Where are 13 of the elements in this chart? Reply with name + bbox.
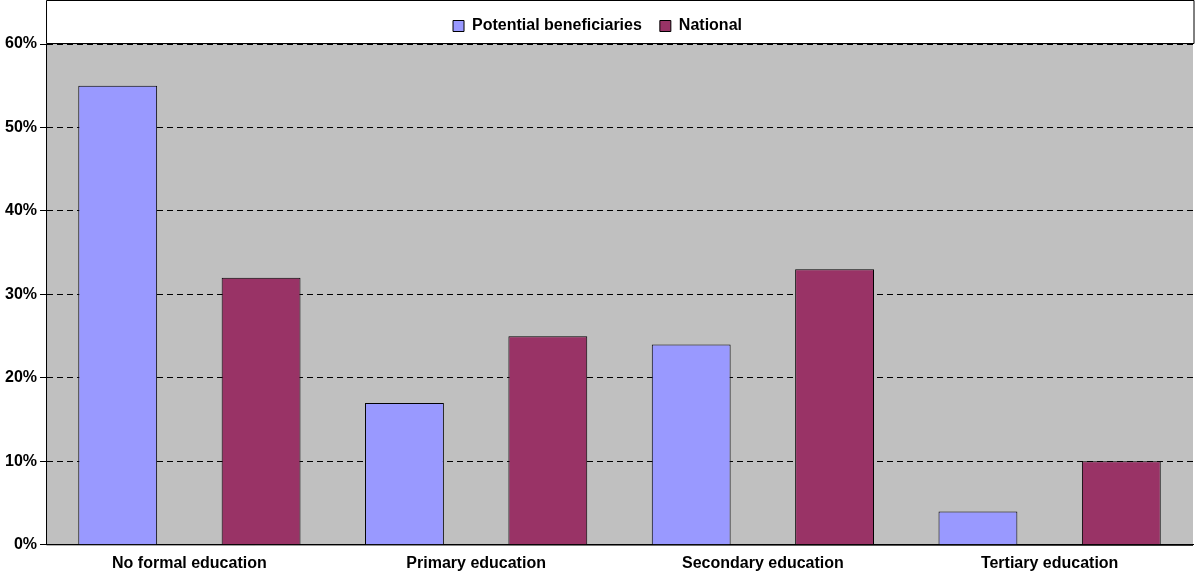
- y-tick-label: 30%: [4, 284, 38, 302]
- y-tick-label: 40%: [4, 201, 38, 219]
- legend-label: Potential beneficiaries: [472, 16, 642, 34]
- legend-label: National: [678, 16, 742, 34]
- x-tick-label: Secondary education: [681, 553, 844, 571]
- y-tick-label: 20%: [4, 368, 38, 386]
- x-tick-label: Tertiary education: [980, 553, 1119, 571]
- y-tick-label: 60%: [4, 34, 38, 52]
- x-tick-label: Primary education: [406, 553, 546, 571]
- y-tick-label: 0%: [13, 535, 38, 553]
- y-tick-label: 10%: [4, 451, 38, 469]
- x-tick-label: No formal education: [112, 553, 267, 571]
- y-tick-label: 50%: [4, 117, 38, 135]
